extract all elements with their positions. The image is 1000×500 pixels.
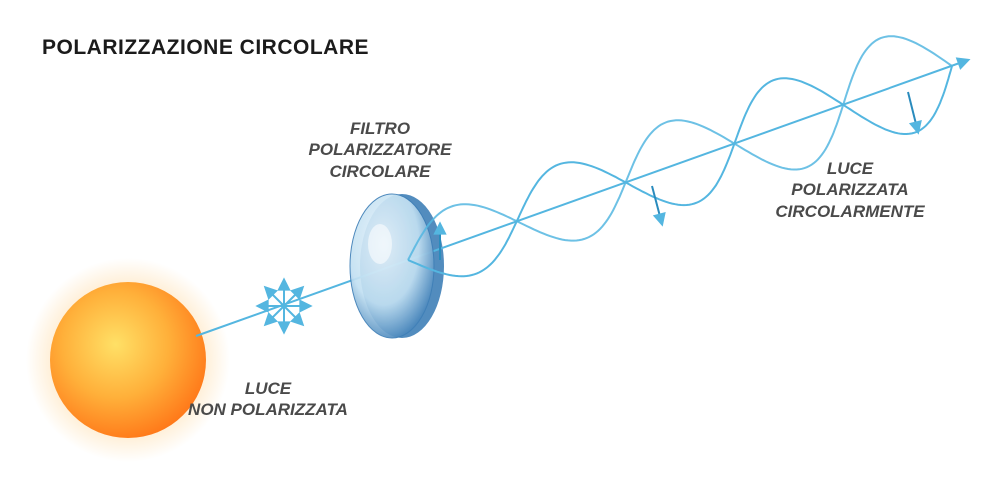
label-circpol: LUCE POLARIZZATA CIRCOLARMENTE <box>700 158 1000 222</box>
polarization-diagram <box>0 0 1000 500</box>
field-arrow-1 <box>652 186 662 224</box>
label-unpol: LUCE NON POLARIZZATA <box>118 378 418 421</box>
diagram-title: POLARIZZAZIONE CIRCOLARE <box>42 36 369 60</box>
lens-highlight <box>368 224 392 264</box>
field-arrow-2 <box>908 92 918 132</box>
label-filter: FILTRO POLARIZZATORE CIRCOLARE <box>230 118 530 182</box>
